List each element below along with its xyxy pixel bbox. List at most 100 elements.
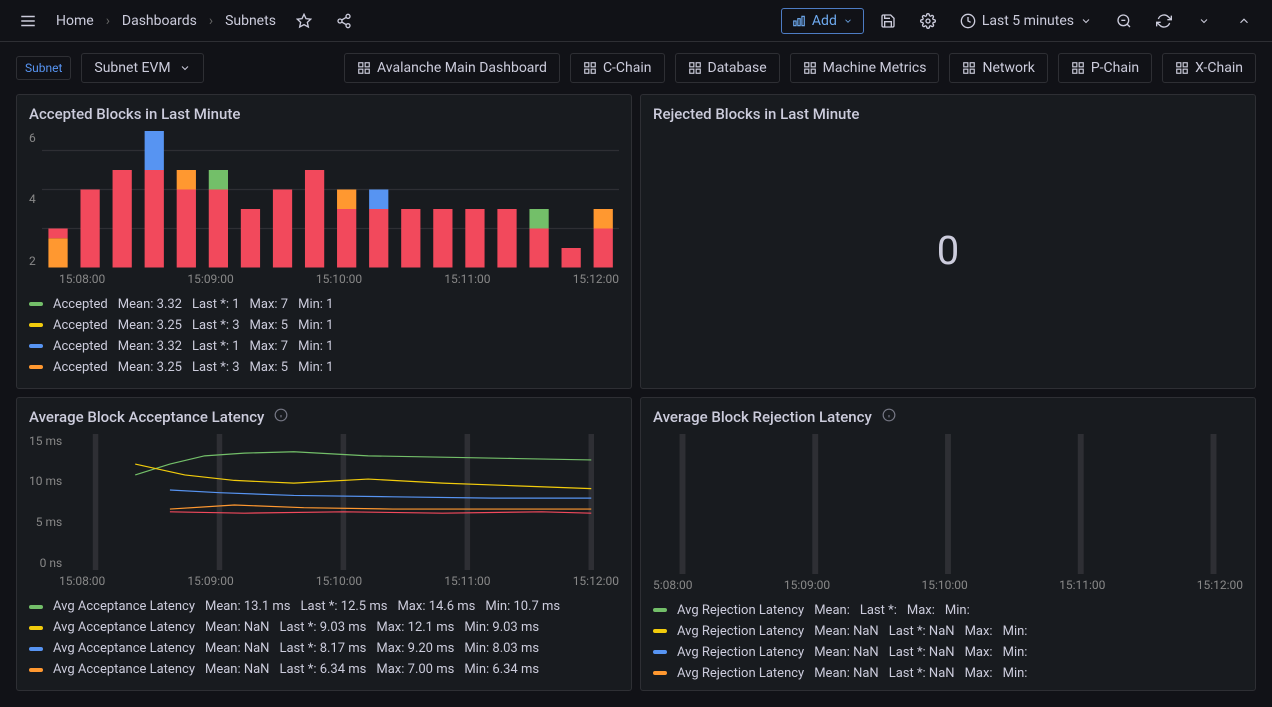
legend-min: Min: 1 [298, 360, 333, 375]
legend-max: Max: 12.1 ms [376, 620, 454, 635]
legend-last: Last *: 12.5 ms [301, 599, 388, 614]
legend-label: Avg Acceptance Latency [53, 620, 195, 635]
legend-swatch [29, 323, 43, 327]
legend-row[interactable]: Avg Acceptance LatencyMean: NaNLast *: 9… [29, 617, 619, 638]
x-tick: 15:09:00 [784, 578, 830, 592]
breadcrumb-dashboards[interactable]: Dashboards [118, 13, 201, 29]
x-tick: 15:10:00 [316, 574, 362, 588]
legend-max: Max: [965, 624, 993, 639]
legend-label: Avg Rejection Latency [677, 624, 804, 639]
legend-swatch [29, 647, 43, 651]
dashboard-link[interactable]: Database [675, 53, 780, 83]
x-tick: 15:09:00 [187, 574, 233, 588]
legend-min: Min: [945, 603, 970, 618]
legend-max: Max: 9.20 ms [376, 641, 454, 656]
legend-swatch [29, 344, 43, 348]
dashboard-link[interactable]: Avalanche Main Dashboard [344, 53, 560, 83]
refresh-icon[interactable] [1148, 5, 1180, 37]
legend-last: Last *: 3 [192, 318, 240, 333]
legend-min: Min: 8.03 ms [464, 641, 539, 656]
apps-icon [583, 61, 597, 75]
panel-accepted-blocks[interactable]: Accepted Blocks in Last Minute 642 15:08… [16, 94, 632, 389]
legend-row[interactable]: Avg Rejection LatencyMean: NaNLast *: Na… [653, 621, 1243, 642]
legend-last: Last *: 8.17 ms [279, 641, 366, 656]
dashboard-link[interactable]: Machine Metrics [790, 53, 940, 83]
link-label: X-Chain [1195, 60, 1243, 76]
legend-mean: Mean: NaN [205, 662, 270, 677]
legend-swatch [653, 671, 667, 675]
legend-swatch [29, 365, 43, 369]
legend-swatch [29, 302, 43, 306]
x-axis: 5:08:0015:09:0015:10:0015:11:0015:12:00 [653, 578, 1243, 592]
chevron-right-icon: › [102, 13, 114, 29]
dashboard-link[interactable]: P-Chain [1058, 53, 1152, 83]
x-tick: 15:11:00 [444, 272, 490, 286]
legend-label: Avg Rejection Latency [677, 645, 804, 660]
legend-last: Last *: [860, 603, 897, 618]
variable-label: Subnet [16, 56, 71, 80]
variable-select[interactable]: Subnet EVM [81, 53, 203, 83]
y-tick: 15 ms [29, 434, 62, 448]
legend-last: Last *: 3 [192, 360, 240, 375]
panel-acceptance-latency[interactable]: Average Block Acceptance Latency 15 ms10… [16, 397, 632, 692]
legend-min: Min: [1003, 645, 1028, 660]
apps-icon [1071, 61, 1085, 75]
legend-last: Last *: NaN [889, 645, 955, 660]
legend-last: Last *: 6.34 ms [279, 662, 366, 677]
legend-row[interactable]: Avg Rejection LatencyMean: NaNLast *: Na… [653, 663, 1243, 681]
legend-min: Min: 10.7 ms [485, 599, 560, 614]
big-stat: 0 [653, 123, 1243, 378]
legend-row[interactable]: Avg Rejection Latency Mean: NaN Last *: Na… [653, 642, 1243, 663]
bar-chart: 642 [29, 131, 619, 268]
title-text: Rejected Blocks in Last Minute [653, 105, 859, 123]
legend-row[interactable]: AcceptedMean: 3.25Last *: 3Max: 5Min: 1 [29, 315, 619, 336]
legend-mean: Mean: 3.32 [118, 297, 182, 312]
legend-label: Accepted [53, 360, 108, 375]
zoom-out-icon[interactable] [1108, 5, 1140, 37]
legend-last: Last *: 1 [192, 297, 240, 312]
refresh-dropdown[interactable] [1188, 5, 1220, 37]
legend-max: Max: [965, 645, 993, 660]
legend-mean: Mean: NaN [814, 645, 879, 660]
dashboard-link[interactable]: X-Chain [1162, 53, 1256, 83]
line-chart: 15 ms10 ms5 ms0 ns [29, 434, 619, 571]
legend-mean: Mean: NaN [205, 620, 270, 635]
legend-label: Accepted [53, 318, 108, 333]
legend-max: Max: [965, 666, 993, 681]
share-icon[interactable] [328, 5, 360, 37]
legend-min: Min: 1 [298, 339, 333, 354]
panel-rejection-latency[interactable]: Average Block Rejection Latency 5:08:001… [640, 397, 1256, 692]
panel-rejected-blocks[interactable]: Rejected Blocks in Last Minute 0 [640, 94, 1256, 389]
legend-label: Avg Acceptance Latency [53, 662, 195, 677]
legend-label: Avg Rejection Latency [677, 603, 804, 618]
legend-row[interactable]: AcceptedMean: 3.32Last *: 1Max: 7Min: 1 [29, 336, 619, 357]
breadcrumb-home[interactable]: Home [52, 13, 98, 29]
link-label: Database [708, 60, 767, 76]
clock-icon [960, 13, 976, 29]
menu-icon[interactable] [12, 5, 44, 37]
legend-row[interactable]: Avg Acceptance LatencyMean: 13.1 msLast … [29, 596, 619, 617]
info-icon[interactable] [882, 408, 896, 426]
info-icon[interactable] [274, 408, 288, 426]
save-icon[interactable] [872, 5, 904, 37]
star-icon[interactable] [288, 5, 320, 37]
add-button[interactable]: Add [781, 8, 864, 34]
legend-row[interactable]: AcceptedMean: 3.25Last *: 3Max: 5Min: 1 [29, 357, 619, 378]
legend-row[interactable]: AcceptedMean: 3.32Last *: 1Max: 7Min: 1 [29, 294, 619, 315]
collapse-icon[interactable] [1228, 5, 1260, 37]
legend-label: Accepted [53, 297, 108, 312]
toolbar-row: Subnet Subnet EVM Avalanche Main Dashboa… [0, 42, 1272, 94]
legend-min: Min: [1003, 624, 1028, 639]
chevron-down-icon [1080, 15, 1092, 27]
legend-swatch [653, 629, 667, 633]
link-label: Machine Metrics [823, 60, 927, 76]
time-picker[interactable]: Last 5 minutes [952, 9, 1100, 33]
legend-row[interactable]: Avg Acceptance Latency Mean: NaN Last *: 6… [29, 659, 619, 680]
dashboard-link[interactable]: C-Chain [570, 53, 665, 83]
time-label: Last 5 minutes [982, 13, 1074, 29]
dashboard-link[interactable]: Network [949, 53, 1047, 83]
gear-icon[interactable] [912, 5, 944, 37]
legend-row[interactable]: Avg Acceptance LatencyMean: NaNLast *: 8… [29, 638, 619, 659]
legend-row[interactable]: Avg Rejection LatencyMean: Last *: Max: … [653, 600, 1243, 621]
breadcrumb-current: Subnets [221, 13, 280, 29]
